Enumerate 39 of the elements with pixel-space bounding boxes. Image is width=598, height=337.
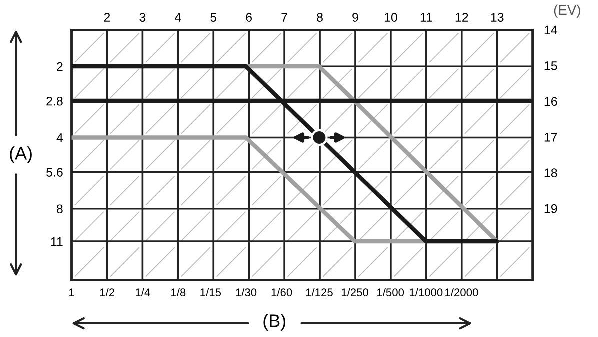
x-tick-label: 1: [70, 288, 74, 296]
y2-tick-label: 14: [544, 26, 558, 35]
x-tick-label: 1/15: [200, 288, 222, 297]
x2-tick-label: 2: [104, 13, 110, 22]
y-tick-label: 5.6: [46, 168, 63, 177]
y-tick-label: 2.8: [46, 96, 63, 106]
x-tick-label: 1/30: [236, 288, 257, 297]
x-tick-label: 1/8: [172, 288, 186, 297]
x2-tick-label: 13: [491, 13, 504, 22]
x2-tick-label: 11: [420, 13, 432, 22]
x-tick-label: 1/60: [272, 288, 292, 297]
x-tick-label: 1/2000: [446, 288, 478, 297]
y2-tick-label: 15: [544, 62, 558, 70]
x-tick-label: 1/4: [136, 288, 150, 297]
x2-tick-label: 5: [210, 13, 217, 22]
x2-axis-title: (EV): [554, 4, 580, 18]
y-tick-label: 8: [57, 204, 63, 214]
x2-tick-label: 10: [384, 13, 398, 22]
y2-tick-label: 16: [544, 97, 558, 106]
y-tick-label: 4: [56, 134, 64, 142]
y-tick-label: 11: [51, 238, 63, 246]
x-tick-label: 1/500: [378, 288, 404, 297]
y2-tick-label: 19: [544, 204, 558, 214]
x2-tick-label: 6: [246, 13, 252, 22]
x-tick-label: 1/125: [306, 288, 333, 297]
y-axis-title: (A): [10, 146, 32, 164]
x-tick-label: 1/1000: [410, 288, 443, 297]
x2-tick-label: 9: [352, 13, 358, 22]
x2-tick-label: 3: [140, 13, 146, 22]
x2-tick-label: 7: [282, 13, 288, 22]
x2-tick-label: 4: [174, 13, 182, 22]
x-tick-label: 1/250: [342, 288, 368, 297]
x-axis-title: (B): [264, 314, 286, 331]
y-tick-label: 2: [57, 62, 63, 72]
y2-tick-label: 18: [544, 168, 558, 178]
x2-tick-label: 12: [456, 13, 468, 22]
x2-tick-label: 8: [317, 13, 323, 22]
x-tick-label: 1/2: [100, 288, 114, 297]
y2-tick-label: 17: [544, 133, 558, 142]
